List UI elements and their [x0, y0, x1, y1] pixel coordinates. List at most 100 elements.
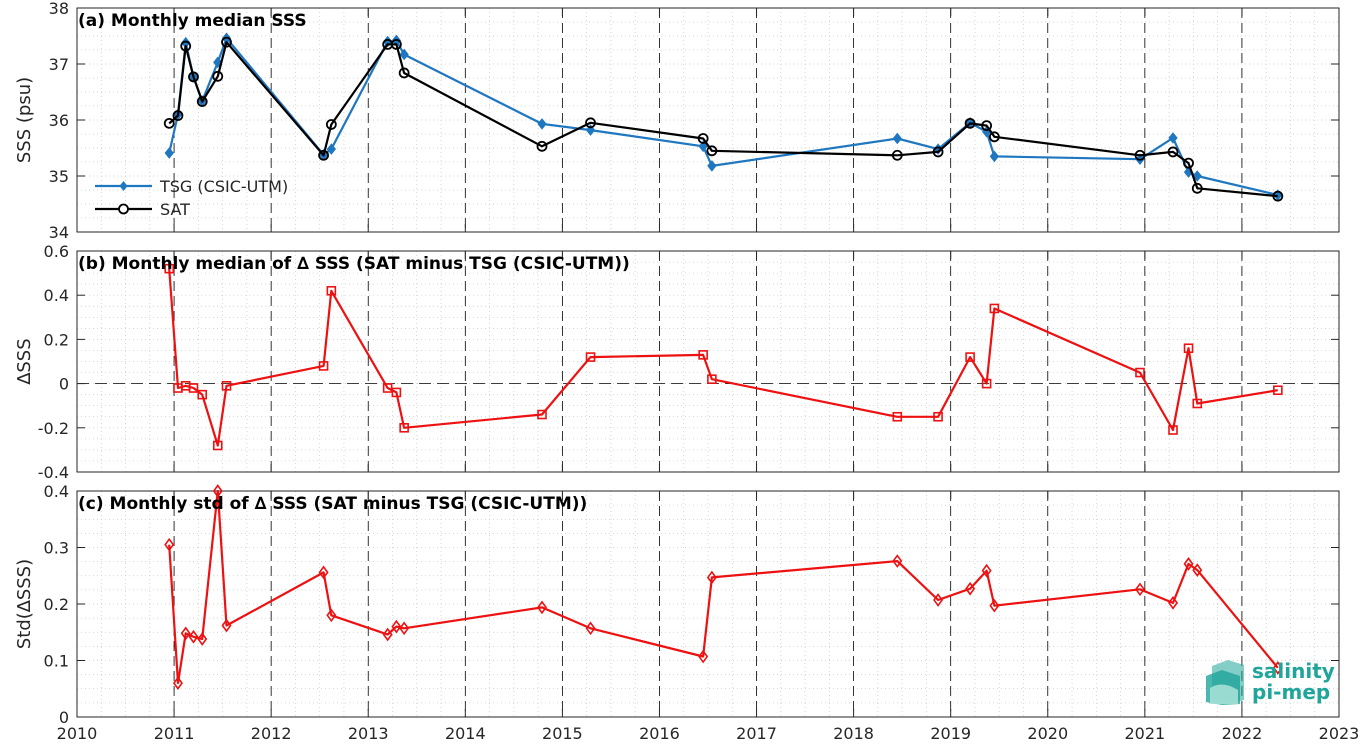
data-point [585, 621, 596, 636]
data-point [1183, 343, 1194, 354]
data-point [697, 133, 709, 144]
series-line [168, 268, 1278, 447]
data-point [988, 131, 1000, 143]
data-point [1168, 596, 1178, 610]
panel-title: (a) Monthly median SSS [78, 11, 307, 31]
data-point [989, 598, 1000, 613]
data-point [585, 117, 596, 129]
data-point [989, 303, 1000, 314]
logo-text-pi-mep: pi-mep [1252, 680, 1330, 704]
data-point [1135, 582, 1145, 597]
data-point [892, 132, 902, 145]
x-tick-label: 2016 [639, 724, 680, 743]
series-line [168, 489, 1279, 685]
data-point [399, 48, 409, 61]
data-point [391, 387, 402, 398]
data-point [325, 119, 337, 130]
logo-text-salinity: salinity [1252, 659, 1335, 683]
y-tick-label: 35 [49, 167, 69, 186]
y-tick-label: 0.3 [44, 539, 69, 558]
series-line [168, 37, 1279, 197]
x-tick-label: 2010 [57, 724, 98, 743]
y-tick-label: 36 [49, 111, 69, 130]
data-point [197, 632, 208, 646]
y-axis-label: Std(∆SSS) [14, 559, 35, 649]
data-point [1192, 563, 1203, 577]
x-tick-label: 2015 [542, 724, 583, 743]
data-point [221, 36, 232, 48]
data-point [1167, 146, 1179, 158]
data-point [933, 411, 943, 422]
x-tick-label: 2020 [1027, 724, 1068, 743]
data-point [197, 389, 208, 400]
legend-label: TSG (CSIC-UTM) [159, 177, 288, 196]
legend-marker [118, 203, 129, 215]
data-point [892, 554, 903, 568]
y-axis-label: ∆SSS [14, 338, 35, 385]
data-point [706, 145, 718, 157]
data-point [1168, 425, 1178, 435]
data-point [326, 608, 337, 623]
data-point [212, 484, 223, 498]
data-point [326, 143, 336, 155]
data-point [536, 140, 548, 152]
data-point [399, 422, 409, 433]
y-tick-label: 0 [59, 708, 69, 727]
data-point [1272, 660, 1283, 675]
data-point [1183, 157, 1194, 169]
y-tick-label: -0.4 [38, 463, 69, 482]
data-point [1192, 170, 1202, 182]
y-tick-label: 0.1 [44, 652, 69, 671]
data-point [164, 537, 175, 552]
data-point [892, 411, 903, 422]
x-tick-label: 2019 [930, 724, 971, 743]
data-point [698, 140, 708, 153]
data-point [212, 70, 224, 82]
data-point [1273, 385, 1283, 396]
y-tick-label: 0.2 [44, 330, 69, 349]
data-point [318, 149, 329, 161]
axes-frame [76, 250, 1340, 473]
data-point [537, 409, 547, 420]
data-point [1135, 367, 1145, 378]
data-point [1168, 132, 1178, 144]
data-point [163, 117, 175, 129]
x-tick-label: 2022 [1222, 724, 1263, 743]
data-point [172, 110, 184, 121]
legend-label: SAT [160, 200, 190, 219]
x-tick-label: 2012 [251, 724, 292, 743]
panel-b: -0.4 -0.2 0 0.2 0.4 0.6 ∆SSS (b) Monthly median… [14, 242, 1340, 482]
data-point [326, 285, 337, 296]
x-tick-label: 2011 [154, 724, 195, 743]
data-point [1183, 557, 1194, 571]
data-point [698, 649, 709, 664]
data-point [221, 381, 232, 391]
data-point [172, 676, 183, 690]
panel-title: (c) Monthly std of ∆ SSS (SAT minus TSG … [78, 494, 587, 514]
data-point [1191, 182, 1203, 194]
data-point [1134, 149, 1146, 161]
data-point [391, 619, 402, 634]
data-point [221, 618, 232, 633]
data-point [981, 378, 992, 389]
x-tick-label: 2018 [833, 724, 874, 743]
data-point [932, 146, 944, 158]
x-tick-label: 2017 [736, 724, 777, 743]
x-tick-label: 2021 [1124, 724, 1165, 743]
data-point [164, 147, 174, 159]
data-point [382, 627, 393, 642]
data-point [964, 117, 976, 129]
data-point [390, 39, 402, 50]
y-tick-label: 0.4 [44, 286, 69, 305]
x-tick-label: 2023 [1319, 724, 1360, 743]
legend-marker [119, 181, 128, 191]
y-axis-label: SSS (psu) [14, 77, 35, 163]
data-point [989, 150, 1000, 163]
y-tick-label: -0.2 [38, 419, 69, 438]
data-point [188, 383, 199, 393]
data-point [1192, 398, 1203, 409]
y-tick-label: 0 [59, 375, 69, 394]
